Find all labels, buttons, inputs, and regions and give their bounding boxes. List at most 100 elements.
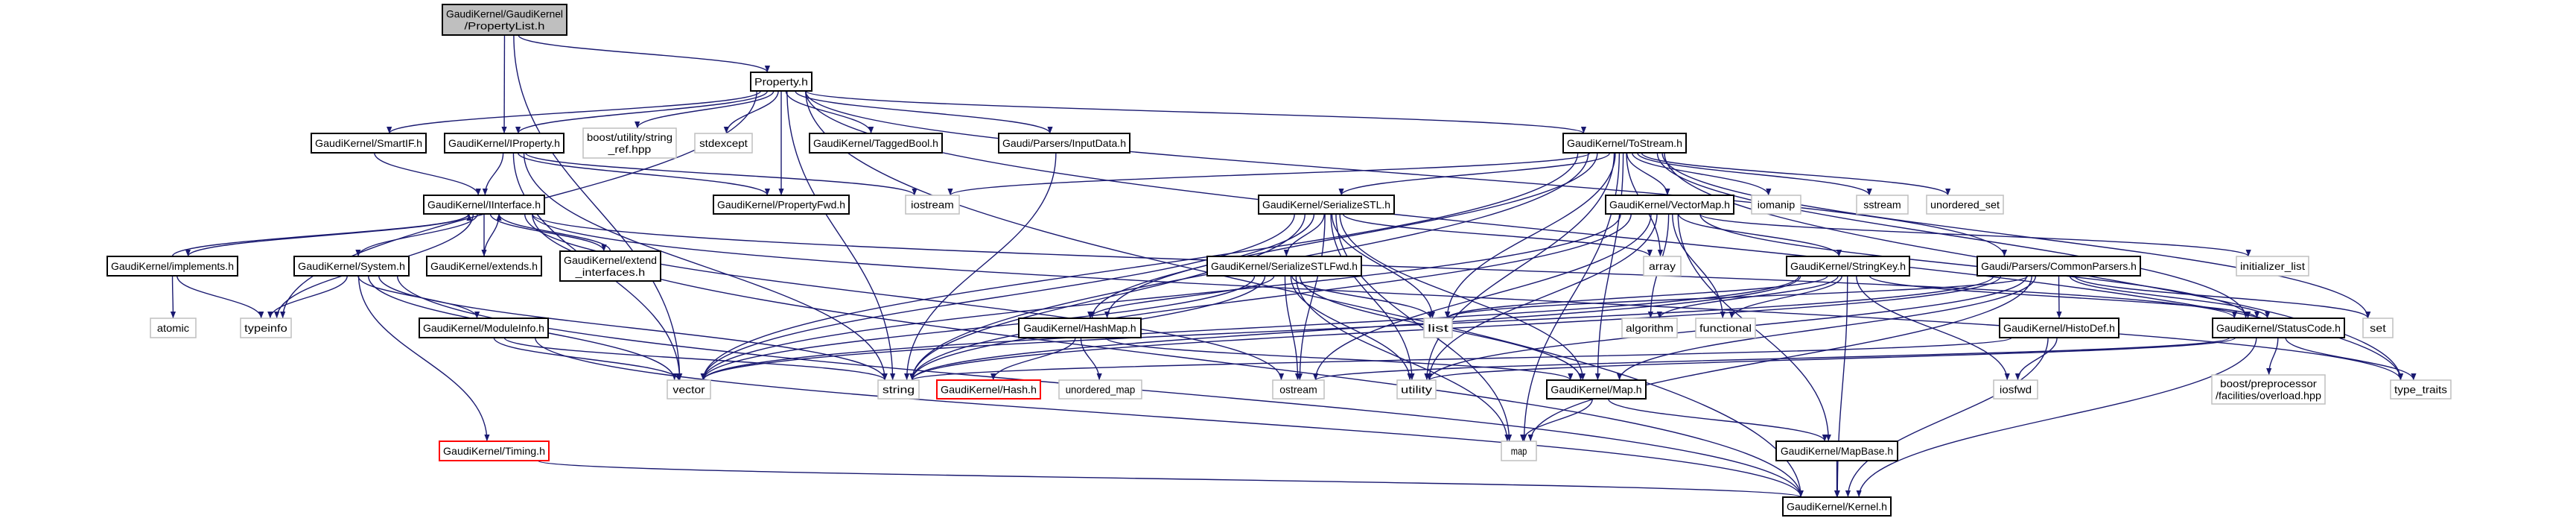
edge-moduleinfo-to-vector — [493, 337, 681, 381]
edge-commonparsers-to-vector — [700, 275, 1994, 381]
node-inputdata[interactable]: Gaudi/Parsers/InputData.h — [998, 133, 1130, 154]
node-hashmap[interactable]: GaudiKernel/HashMap.h — [1018, 318, 1142, 338]
edge-commonparsers-to-list — [1445, 275, 2029, 319]
node-mapbase[interactable]: GaudiKernel/MapBase.h — [1775, 441, 1898, 461]
node-iproperty[interactable]: GaudiKernel/IProperty.h — [444, 133, 565, 154]
node-vectormap[interactable]: GaudiKernel/VectorMap.h — [1605, 195, 1734, 215]
edge-iproperty-to-propertyfwd — [517, 152, 770, 196]
node-box — [750, 72, 812, 92]
node-hash[interactable]: GaudiKernel/Hash.h — [936, 379, 1041, 400]
node-property[interactable]: Property.h — [750, 72, 812, 92]
node-box — [1993, 379, 2038, 400]
node-label: boost/preprocessor — [2220, 378, 2317, 390]
node-extends[interactable]: GaudiKernel/extends.h — [426, 256, 542, 277]
node-histodef[interactable]: GaudiKernel/HistoDef.h — [1999, 318, 2119, 338]
node-moduleinfo[interactable]: GaudiKernel/ModuleInfo.h — [419, 318, 549, 338]
node-label: algorithm — [1626, 322, 1673, 334]
node-label: array — [1649, 260, 1676, 272]
node-label: GaudiKernel/extend — [564, 254, 657, 266]
node-kernel[interactable]: GaudiKernel/Kernel.h — [1782, 496, 1892, 517]
node-box — [1751, 195, 1801, 215]
node-box — [2236, 256, 2309, 277]
node-propertylist[interactable]: GaudiKernel/GaudiKernel/PropertyList.h — [442, 4, 567, 36]
node-smartif[interactable]: GaudiKernel/SmartIF.h — [311, 133, 427, 154]
edge-tostream-to-utility — [1424, 152, 1615, 381]
edge-propertylist-to-vector — [513, 34, 683, 381]
edge-iproperty-to-iinterface — [482, 152, 504, 196]
edge-property-to-taggedbool — [785, 90, 874, 134]
edge-commonparsers-to-statuscode — [2069, 275, 2271, 319]
edge-vectormap-to-vector — [700, 213, 1621, 381]
node-overload: boost/preprocessor/facilities/overload.h… — [2211, 374, 2326, 405]
node-box — [1546, 379, 1647, 400]
node-atomic: atomic — [150, 318, 197, 338]
node-tostream[interactable]: GaudiKernel/ToStream.h — [1562, 133, 1687, 154]
node-box — [1396, 379, 1437, 400]
edge-property-to-inputdata — [795, 90, 1053, 134]
edge-serializestl-to-vector — [700, 213, 1295, 381]
edge-vectormap-to-functional — [1672, 213, 1726, 319]
node-box — [998, 133, 1130, 154]
edge-tostream-to-statuscode — [1656, 152, 2249, 319]
edge-extend_interfaces-to-iinterface — [496, 213, 611, 252]
node-timing[interactable]: GaudiKernel/Timing.h — [439, 441, 550, 461]
node-implements[interactable]: GaudiKernel/implements.h — [106, 256, 238, 277]
node-label: _ref.hpp — [608, 143, 652, 155]
node-box — [582, 127, 677, 159]
node-label: GaudiKernel/TaggedBool.h — [813, 137, 938, 149]
node-box — [905, 195, 960, 215]
node-label: initializer_list — [2240, 260, 2305, 272]
edge-stringkey-to-kernel — [1834, 275, 1848, 498]
node-label: unordered_map — [1066, 384, 1136, 396]
node-label: GaudiKernel/Timing.h — [443, 445, 545, 457]
edge-vectormap-to-statuscode — [1699, 213, 2251, 319]
node-set: set — [2362, 318, 2394, 338]
node-box — [1058, 379, 1142, 400]
node-box — [1786, 256, 1910, 277]
node-map: map — [1501, 441, 1537, 461]
node-array: array — [1643, 256, 1682, 277]
node-map_h[interactable]: GaudiKernel/Map.h — [1546, 379, 1647, 400]
node-box — [1775, 441, 1898, 461]
edge-property-to-string — [786, 90, 896, 381]
node-serializestl[interactable]: GaudiKernel/SerializeSTL.h — [1258, 195, 1395, 215]
node-commonparsers[interactable]: Gaudi/Parsers/CommonParsers.h — [1976, 256, 2141, 277]
edge-tostream-to-map_h — [1594, 152, 1624, 381]
node-label: /facilities/overload.hpp — [2216, 390, 2321, 402]
node-taggedbool[interactable]: GaudiKernel/TaggedBool.h — [809, 133, 943, 154]
edge-histodef-to-string — [909, 337, 2012, 381]
node-box — [1562, 133, 1687, 154]
node-box — [667, 379, 711, 400]
node-label: Gaudi/Parsers/InputData.h — [1002, 137, 1126, 149]
edge-tostream-to-set — [1661, 152, 2371, 319]
node-label: sstream — [1863, 199, 1901, 211]
node-propertyfwd[interactable]: GaudiKernel/PropertyFwd.h — [713, 195, 850, 215]
edge-vectormap-to-initializer_list — [1699, 213, 2251, 257]
node-label: GaudiKernel/SerializeSTLFwd.h — [1211, 260, 1358, 272]
node-system[interactable]: GaudiKernel/System.h — [293, 256, 410, 277]
node-stringkey[interactable]: GaudiKernel/StringKey.h — [1786, 256, 1910, 277]
node-label: GaudiKernel/HashMap.h — [1023, 322, 1136, 334]
node-iinterface[interactable]: GaudiKernel/IInterface.h — [423, 195, 545, 215]
node-type_traits: type_traits — [2390, 379, 2452, 400]
edge-hashmap-to-unordered_map — [1080, 337, 1102, 381]
node-label: GaudiKernel/IInterface.h — [427, 199, 541, 211]
node-serializestlfwd[interactable]: GaudiKernel/SerializeSTLFwd.h — [1206, 256, 1362, 277]
node-box — [1695, 318, 1756, 338]
node-box — [2390, 379, 2452, 400]
node-statuscode[interactable]: GaudiKernel/StatusCode.h — [2212, 318, 2345, 338]
edge-hashmap-to-hash — [990, 337, 1076, 381]
node-label: atomic — [157, 322, 189, 334]
node-extend_interfaces[interactable]: GaudiKernel/extend_interfaces.h — [559, 250, 661, 282]
node-typeinfo: typeinfo — [240, 318, 292, 338]
edge-stringkey-to-vector — [700, 275, 1800, 381]
node-label: GaudiKernel/SerializeSTL.h — [1262, 199, 1390, 211]
node-label: GaudiKernel/implements.h — [111, 260, 234, 272]
node-label: GaudiKernel/PropertyFwd.h — [717, 199, 845, 211]
edge-implements-to-typeinfo — [176, 275, 264, 319]
edge-serializestlfwd-to-hashmap — [1087, 275, 1275, 319]
node-list: list — [1423, 318, 1453, 338]
node-box — [2212, 318, 2345, 338]
node-label: set — [2370, 322, 2386, 334]
edge-map_h-to-mapbase — [1607, 398, 1828, 442]
